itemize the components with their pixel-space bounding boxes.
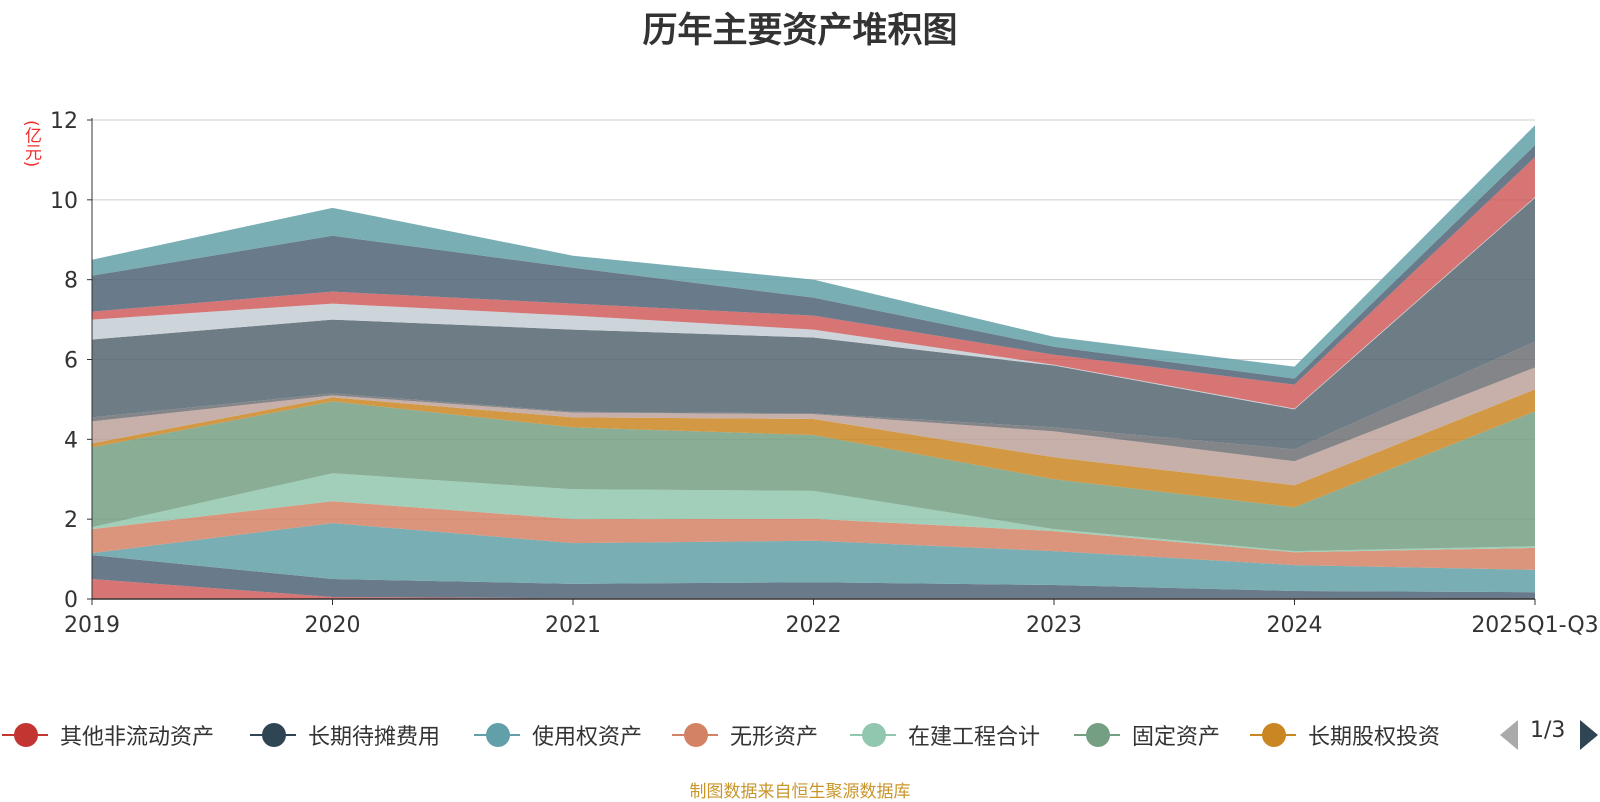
axes: 0 2 4 6 8 10 12 2019 2020 2021 2022 2023 2024 2025Q1-… — [50, 109, 1599, 638]
stacked-areas — [92, 125, 1535, 599]
legend-item[interactable]: 固定资产 — [1072, 718, 1220, 752]
legend-marker-dot — [684, 723, 708, 747]
data-source-note: 制图数据来自恒生聚源数据库 — [689, 782, 911, 802]
legend-label: 固定资产 — [1132, 725, 1221, 750]
legend-prev-page-button[interactable] — [1500, 720, 1518, 750]
legend-item[interactable]: 在建工程合计 — [848, 718, 1040, 752]
x-tick-label: 2020 — [305, 613, 361, 638]
x-tick-label: 2019 — [64, 613, 120, 638]
legend-marker-dot — [1086, 723, 1110, 747]
legend-label: 长期待摊费用 — [308, 725, 441, 750]
x-tick-label: 2023 — [1026, 613, 1082, 638]
legend-label: 无形资产 — [730, 725, 819, 750]
area-series-7[interactable] — [92, 367, 1535, 486]
area-series-4[interactable] — [92, 473, 1535, 553]
area-series-5[interactable] — [92, 401, 1535, 552]
legend-marker-icon — [248, 718, 298, 752]
legend-marker-dot — [1262, 723, 1286, 747]
area-series-9[interactable] — [92, 197, 1535, 450]
legend-marker-dot — [862, 723, 886, 747]
legend-marker-icon — [1072, 718, 1122, 752]
legend-marker-icon — [670, 718, 720, 752]
y-tick-label: 6 — [64, 349, 78, 374]
legend-label: 使用权资产 — [532, 725, 643, 750]
x-tick-label: 2022 — [786, 613, 842, 638]
area-series-12[interactable] — [92, 145, 1535, 385]
legend: 其他非流动资产 长期待摊费用 使用权资产 无形资产 在建工程合计 固定资产 长期股权投资 — [0, 718, 1600, 752]
legend-marker-icon — [1248, 718, 1298, 752]
area-series-1[interactable] — [92, 555, 1535, 599]
legend-marker-dot — [14, 723, 38, 747]
legend-item[interactable]: 无形资产 — [670, 718, 818, 752]
legend-item[interactable]: 其他非流动资产 — [0, 718, 214, 752]
x-tick-label: 2021 — [545, 613, 601, 638]
legend-label: 其他非流动资产 — [60, 725, 215, 750]
y-axis-unit-label: (亿元) — [21, 120, 41, 168]
legend-marker-dot — [486, 723, 510, 747]
y-tick-label: 10 — [50, 189, 78, 214]
legend-marker-dot — [262, 723, 286, 747]
legend-marker-icon — [472, 718, 522, 752]
y-tick-label: 2 — [64, 508, 78, 533]
legend-item[interactable]: 长期待摊费用 — [248, 718, 440, 752]
y-tick-label: 4 — [64, 428, 78, 453]
y-tick-label: 0 — [64, 588, 78, 613]
legend-page-indicator: 1/3 — [1530, 718, 1566, 743]
area-series-6[interactable] — [92, 389, 1535, 508]
legend-item[interactable]: 使用权资产 — [472, 718, 642, 752]
legend-marker-icon — [0, 718, 50, 752]
y-tick-label: 12 — [50, 109, 78, 134]
legend-marker-icon — [848, 718, 898, 752]
legend-item[interactable]: 长期股权投资 — [1248, 718, 1440, 752]
y-tick-label: 8 — [64, 269, 78, 294]
legend-label: 长期股权投资 — [1308, 725, 1441, 750]
legend-next-page-button[interactable] — [1580, 720, 1598, 750]
chart-title: 历年主要资产堆积图 — [642, 11, 958, 51]
area-series-3[interactable] — [92, 501, 1535, 570]
legend-label: 在建工程合计 — [908, 725, 1041, 750]
x-tick-label: 2025Q1-Q3 — [1471, 613, 1598, 638]
area-series-0[interactable] — [92, 579, 1535, 599]
area-series-2[interactable] — [92, 523, 1535, 593]
x-tick-label: 2024 — [1267, 613, 1323, 638]
